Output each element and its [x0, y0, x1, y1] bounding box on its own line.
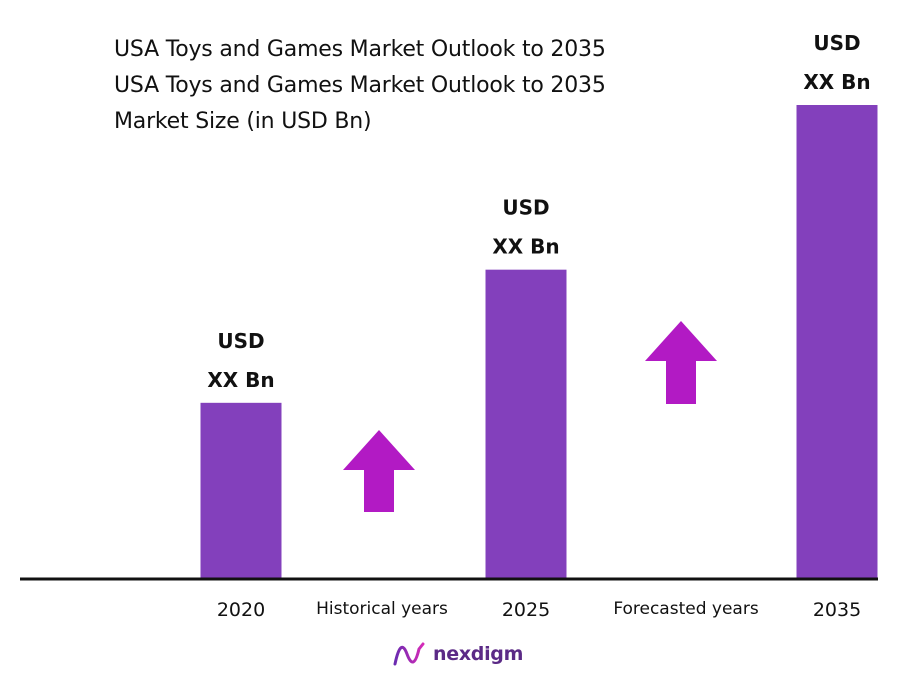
x-tick-label: 2025	[502, 599, 550, 621]
chart-title-line-2: USA Toys and Games Market Outlook to 203…	[114, 73, 606, 98]
nexdigm-wave-logo-icon	[393, 642, 425, 666]
bar-value-label: XX Bn	[492, 235, 559, 259]
growth-arrow-historical-icon	[343, 430, 415, 512]
chart-subtitle: Market Size (in USD Bn)	[114, 109, 372, 134]
bar-value-label: XX Bn	[207, 368, 274, 392]
x-tick-label: 2035	[813, 599, 861, 621]
bar-2020	[200, 402, 282, 578]
bar-2035	[796, 105, 878, 578]
chart-title-line-1: USA Toys and Games Market Outlook to 203…	[114, 37, 606, 62]
x-tick-label: 2020	[217, 599, 265, 621]
bar-value-label: XX Bn	[803, 70, 870, 94]
period-label: Historical years	[316, 599, 448, 619]
growth-arrow-forecast-icon	[645, 321, 717, 404]
bar-value-label: USD	[502, 196, 549, 220]
period-label: Forecasted years	[613, 599, 759, 619]
bar-value-label: USD	[217, 329, 264, 353]
bar-2025	[485, 269, 567, 578]
nexdigm-logo: nexdigm	[393, 641, 523, 667]
bar-value-label: USD	[813, 31, 860, 55]
logo-text: nexdigm	[433, 643, 524, 665]
